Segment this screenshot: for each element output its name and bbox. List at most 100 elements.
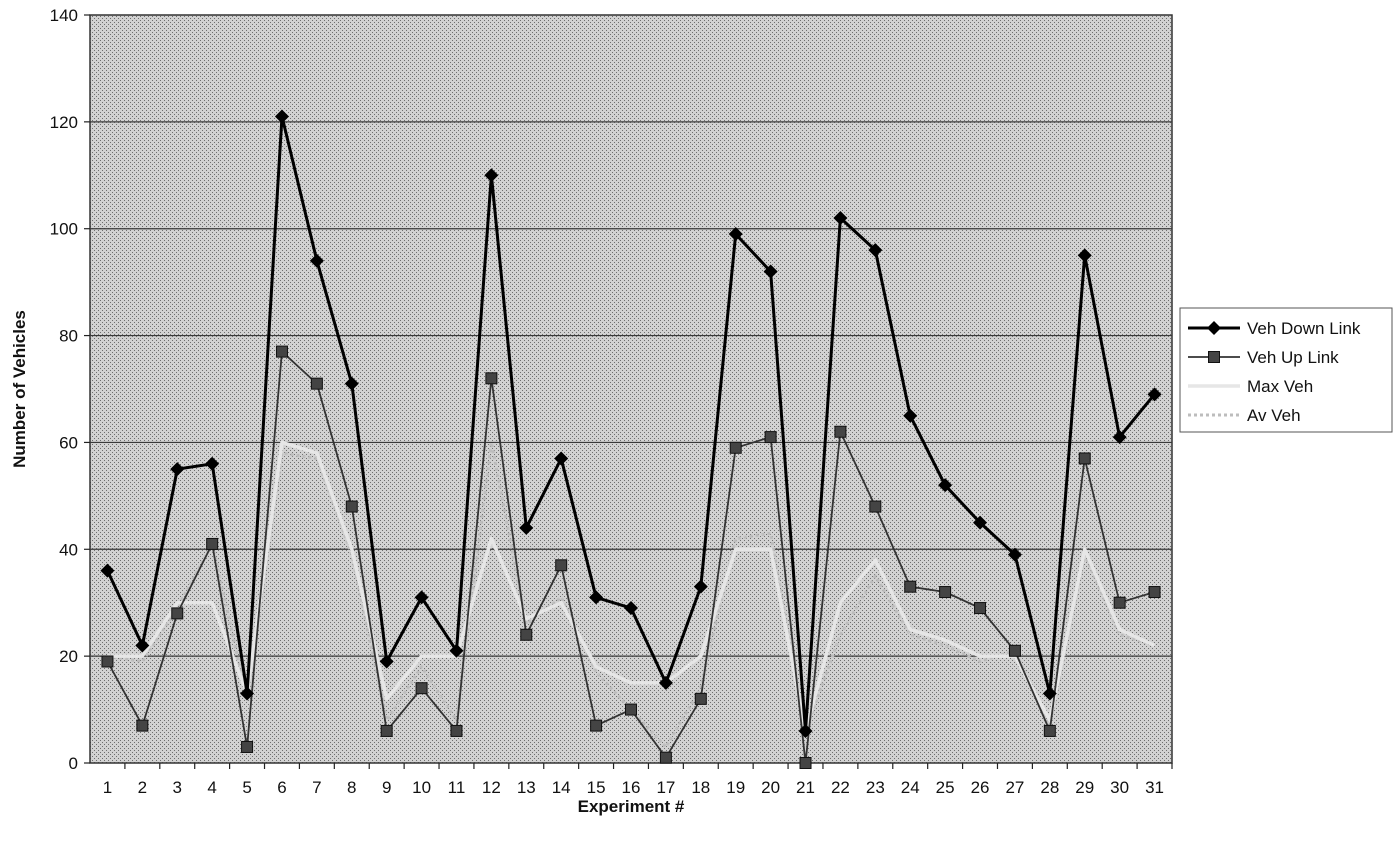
data-point — [1147, 387, 1162, 402]
x-tick-label: 8 — [347, 778, 356, 797]
data-point — [415, 682, 428, 695]
plot-area — [89, 14, 1173, 764]
x-tick-label: 19 — [726, 778, 745, 797]
data-point — [624, 601, 638, 616]
data-point — [554, 451, 569, 466]
series-layer — [100, 109, 1162, 769]
data-point — [973, 515, 988, 530]
data-point — [520, 628, 533, 641]
legend-item: Veh Up Link — [1188, 348, 1339, 367]
legend-label: Veh Down Link — [1247, 319, 1361, 338]
x-tick-label: 4 — [207, 778, 216, 797]
data-point — [694, 692, 707, 705]
x-tick-label: 11 — [448, 778, 466, 797]
data-point — [658, 675, 673, 690]
data-point — [1113, 596, 1126, 609]
y-tick-label: 80 — [59, 327, 78, 346]
data-point — [625, 703, 637, 716]
data-point — [274, 109, 289, 124]
data-point — [974, 602, 987, 615]
x-tick-label: 16 — [622, 778, 641, 797]
data-point — [939, 586, 952, 599]
x-tick-label: 20 — [761, 778, 780, 797]
data-point — [485, 372, 498, 385]
y-tick-label: 100 — [50, 220, 78, 239]
data-point — [240, 686, 255, 701]
x-tick-label: 27 — [1005, 778, 1024, 797]
x-tick-label: 15 — [587, 778, 606, 797]
series-veh-up-link — [101, 345, 1161, 769]
x-tick-label: 14 — [552, 778, 571, 797]
x-tick-label: 31 — [1145, 778, 1164, 797]
data-point — [309, 253, 324, 268]
data-point — [449, 643, 464, 658]
data-point — [136, 719, 149, 732]
y-tick-label: 40 — [59, 540, 78, 559]
x-tick-label: 26 — [971, 778, 990, 797]
data-point — [1208, 351, 1220, 363]
legend-label: Veh Up Link — [1247, 348, 1339, 367]
data-point — [1078, 452, 1091, 465]
data-point — [1207, 321, 1221, 335]
data-point — [659, 751, 672, 764]
data-point — [590, 719, 603, 732]
data-point — [171, 607, 184, 620]
data-point — [519, 520, 534, 535]
legend-item: Veh Down Link — [1188, 319, 1361, 338]
series-max-veh — [107, 440, 1156, 733]
x-tick-label: 18 — [691, 778, 710, 797]
x-tick-label: 7 — [312, 778, 321, 797]
data-point — [1148, 586, 1161, 599]
y-axis-ticks: 0 20 40 60 80 100 120 140 — [50, 6, 90, 773]
data-point — [170, 462, 185, 477]
x-tick-label: 2 — [138, 778, 147, 797]
legend-item: Max Veh — [1188, 377, 1313, 396]
x-tick-label: 30 — [1110, 778, 1129, 797]
data-point — [344, 376, 359, 391]
legend: Veh Down Link Veh Up Link Max Veh Av Veh — [1179, 307, 1393, 433]
data-point — [1007, 547, 1022, 562]
data-point — [379, 654, 394, 669]
data-point — [241, 740, 254, 753]
data-point — [589, 590, 604, 605]
data-point — [135, 638, 150, 653]
data-point — [764, 431, 777, 444]
y-tick-label: 120 — [50, 113, 78, 132]
data-point — [763, 264, 778, 279]
data-point — [693, 579, 708, 594]
y-tick-label: 20 — [59, 647, 78, 666]
x-tick-label: 6 — [277, 778, 286, 797]
data-point — [1077, 248, 1092, 263]
data-point — [728, 227, 743, 242]
x-tick-label: 3 — [173, 778, 182, 797]
data-point — [799, 757, 812, 769]
legend-item: Av Veh — [1188, 406, 1301, 425]
data-point — [345, 500, 358, 513]
x-tick-label: 13 — [517, 778, 536, 797]
x-tick-label: 17 — [656, 778, 675, 797]
x-tick-label: 12 — [482, 778, 501, 797]
x-tick-label: 10 — [412, 778, 431, 797]
x-tick-label: 22 — [831, 778, 850, 797]
legend-label: Av Veh — [1247, 406, 1301, 425]
x-tick-label: 21 — [796, 778, 815, 797]
data-point — [205, 456, 220, 471]
data-point — [904, 580, 917, 593]
data-point — [1042, 686, 1057, 701]
y-tick-label: 140 — [50, 6, 78, 25]
data-point — [1008, 644, 1021, 657]
data-point — [729, 441, 742, 454]
data-point — [868, 243, 883, 258]
data-point — [484, 168, 499, 183]
data-point — [450, 724, 463, 737]
x-tick-label: 9 — [382, 778, 391, 797]
data-point — [555, 559, 568, 572]
data-point — [1043, 724, 1056, 737]
series-line — [107, 440, 1156, 733]
data-point — [833, 211, 848, 226]
data-point — [869, 500, 882, 513]
data-point — [310, 377, 323, 390]
x-tick-label: 23 — [866, 778, 885, 797]
x-tick-label: 25 — [936, 778, 955, 797]
